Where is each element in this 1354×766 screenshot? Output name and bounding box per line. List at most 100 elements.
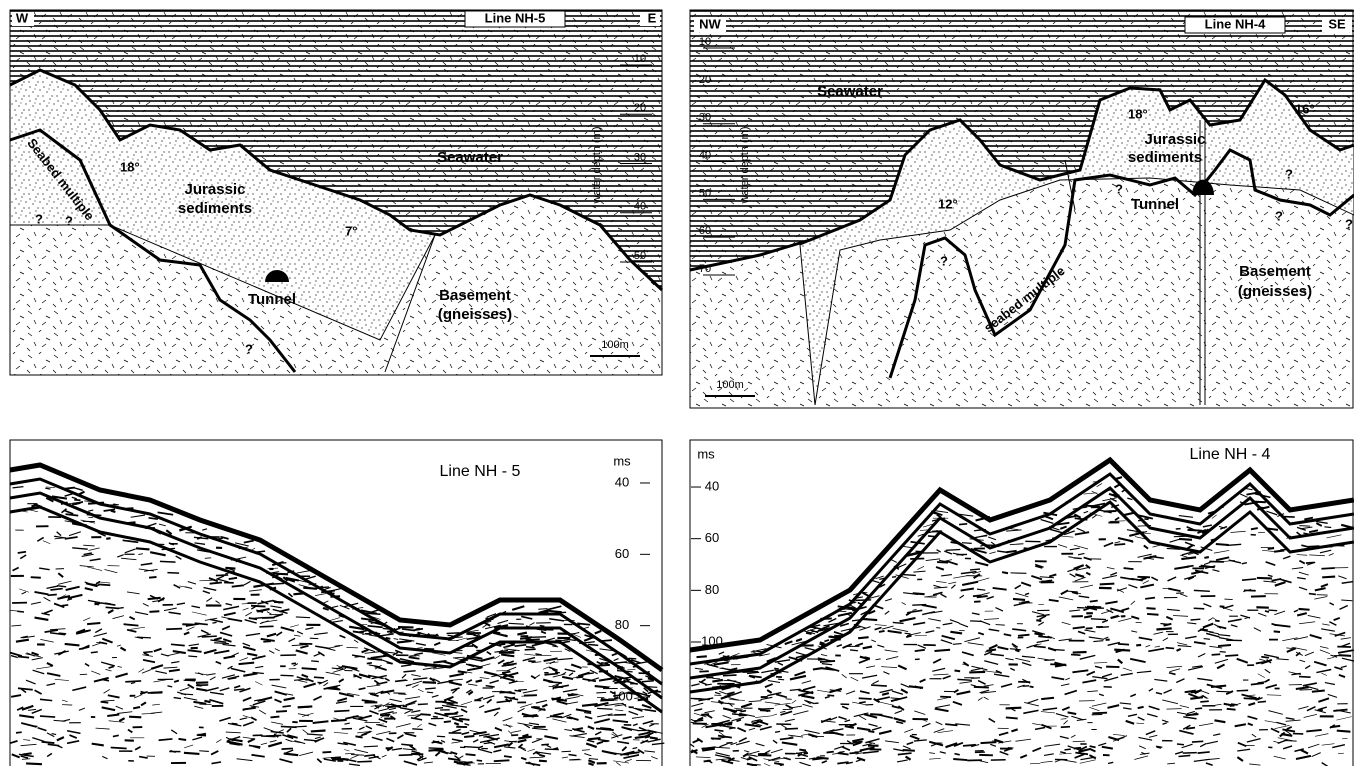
trace [355, 736, 362, 737]
trace [892, 577, 896, 578]
label: Basement [1239, 263, 1311, 280]
trace [1186, 728, 1195, 729]
trace [296, 617, 310, 618]
trace [160, 561, 176, 562]
trace [1309, 594, 1316, 595]
trace [274, 602, 283, 603]
trace [202, 636, 217, 637]
trace [879, 631, 885, 632]
label: (gneisses) [438, 306, 512, 323]
trace [1156, 628, 1171, 629]
trace [813, 668, 823, 669]
trace [357, 761, 372, 762]
tick-label: 40 [705, 478, 719, 493]
trace [778, 679, 784, 680]
trace [1147, 614, 1158, 615]
query: ? [1345, 216, 1353, 231]
trace [850, 650, 858, 651]
trace [174, 698, 181, 699]
trace [59, 633, 67, 634]
trace [42, 742, 55, 743]
tick-label: 60 [615, 546, 629, 561]
trace [111, 511, 116, 512]
trace [1337, 731, 1351, 732]
trace [129, 717, 141, 718]
trace [839, 752, 844, 753]
trace [16, 732, 22, 733]
trace [258, 656, 263, 657]
trace [1211, 539, 1217, 540]
dir-right: E [648, 10, 657, 25]
trace [934, 650, 950, 651]
trace [614, 679, 622, 680]
dir-right: SE [1328, 16, 1346, 31]
trace [864, 657, 869, 658]
trace [429, 748, 444, 749]
trace [642, 681, 654, 682]
trace [477, 760, 482, 761]
trace [331, 720, 347, 721]
trace [22, 753, 31, 754]
trace [298, 706, 313, 707]
trace [588, 673, 594, 674]
trace [292, 726, 307, 727]
line-label: Line NH-5 [485, 10, 546, 25]
trace [459, 719, 469, 720]
trace [1187, 566, 1194, 567]
trace [1312, 690, 1325, 691]
trace [525, 649, 536, 650]
trace [970, 569, 980, 570]
trace [511, 735, 518, 736]
trace [946, 549, 961, 550]
trace [539, 761, 547, 762]
label: Tunnel [248, 291, 296, 308]
trace [733, 656, 748, 657]
scale-label: 100m [601, 339, 629, 351]
unit: ms [613, 453, 631, 468]
trace [704, 761, 711, 762]
trace [638, 699, 648, 700]
tick-label: 40 [615, 474, 629, 489]
trace [588, 738, 600, 739]
trace [1267, 529, 1278, 530]
trace [1321, 568, 1334, 569]
trace [1174, 536, 1189, 537]
trace [603, 729, 614, 730]
trace [1124, 568, 1134, 569]
trace [425, 688, 436, 689]
trace [1044, 660, 1054, 661]
trace [1261, 657, 1269, 658]
tick-label: 50 [634, 250, 646, 262]
trace [601, 663, 608, 664]
trace [1283, 517, 1295, 518]
dip: 7° [345, 223, 357, 238]
trace [775, 731, 780, 732]
trace [1194, 608, 1205, 609]
trace [596, 665, 610, 666]
trace [1087, 607, 1101, 608]
tick-label: 80 [705, 582, 719, 597]
line-label: Line NH - 5 [440, 463, 521, 480]
trace [87, 623, 100, 624]
label: sediments [1128, 149, 1202, 166]
trace [740, 711, 746, 712]
trace [1188, 530, 1203, 531]
trace [314, 677, 324, 678]
trace [711, 738, 721, 739]
trace [101, 702, 109, 703]
trace [225, 568, 235, 569]
trace [367, 663, 372, 664]
trace [533, 707, 539, 708]
trace [364, 746, 378, 747]
trace [212, 622, 216, 623]
dir-left: W [16, 10, 29, 25]
trace [913, 593, 925, 594]
trace [1041, 698, 1054, 699]
trace [1006, 717, 1018, 718]
trace [48, 595, 57, 596]
trace [311, 661, 319, 662]
trace [273, 573, 288, 574]
trace [1064, 749, 1070, 750]
trace [334, 711, 349, 712]
query: ? [1275, 208, 1283, 223]
